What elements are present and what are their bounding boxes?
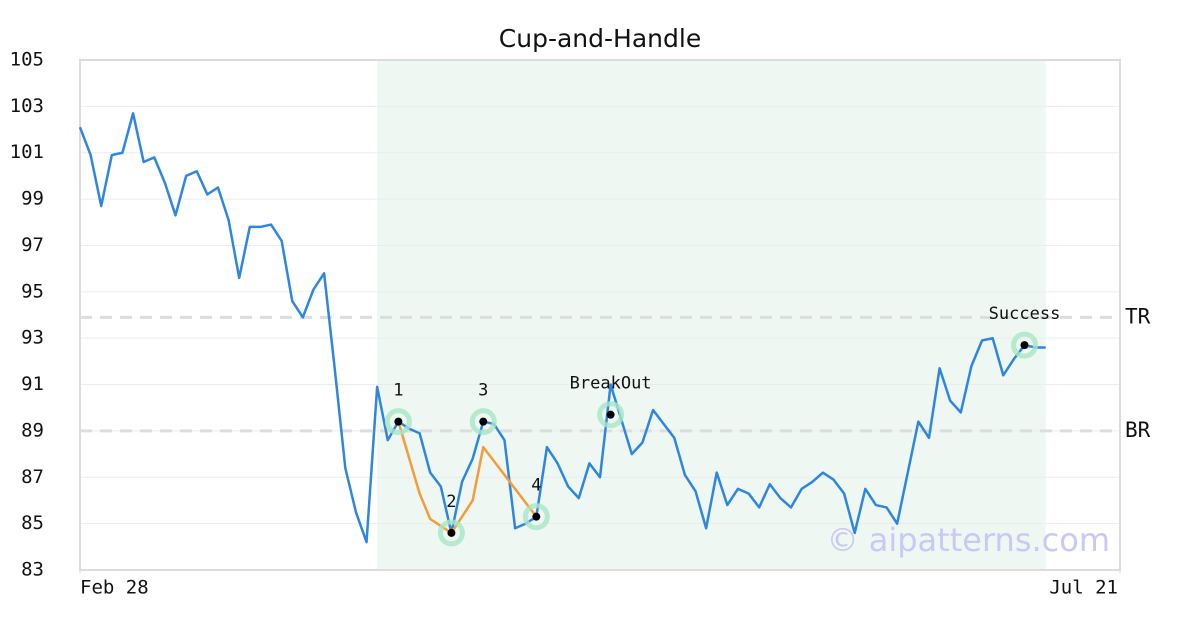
highlight-band	[377, 60, 1046, 570]
annotation-label: BreakOut	[570, 374, 652, 394]
chart-title: Cup-and-Handle	[499, 24, 701, 53]
x-tick-label: Feb 28	[80, 577, 149, 599]
annotation-label: 3	[478, 381, 488, 401]
y-tick-label: 87	[21, 466, 44, 488]
price-line	[78, 112, 1046, 544]
y-tick-label: 99	[21, 188, 44, 210]
y-tick-label: 101	[10, 141, 44, 163]
marker-halo	[1010, 331, 1038, 359]
marker-halo	[469, 408, 497, 436]
marker-halo	[597, 401, 625, 429]
y-tick-label: 93	[21, 327, 44, 349]
y-tick-label: 95	[21, 280, 44, 302]
marker	[532, 512, 541, 521]
y-tick-label: 103	[10, 95, 44, 117]
annotation-label: 4	[531, 476, 541, 496]
level-label: BR	[1125, 418, 1151, 442]
y-tick-label: 105	[10, 49, 44, 71]
level-label: TR	[1125, 304, 1151, 328]
marker-halo	[384, 408, 412, 436]
y-tick-label: 83	[21, 559, 44, 581]
marker	[606, 410, 615, 419]
marker-halo	[522, 503, 550, 531]
watermark: © aipatterns.com	[827, 521, 1110, 559]
y-tick-label: 85	[21, 512, 44, 534]
annotation-label: 1	[393, 381, 403, 401]
marker	[479, 417, 488, 426]
y-tick-label: 97	[21, 234, 44, 256]
annotation-label: 2	[446, 492, 456, 512]
marker	[447, 528, 456, 537]
marker	[1020, 341, 1029, 350]
y-tick-label: 91	[21, 373, 44, 395]
y-tick-label: 89	[21, 419, 44, 441]
plot-frame	[79, 59, 1121, 571]
marker	[394, 417, 403, 426]
annotation-label: Success	[989, 304, 1061, 324]
marker-halo	[437, 519, 465, 547]
x-tick-label: Jul 21	[1049, 577, 1118, 599]
